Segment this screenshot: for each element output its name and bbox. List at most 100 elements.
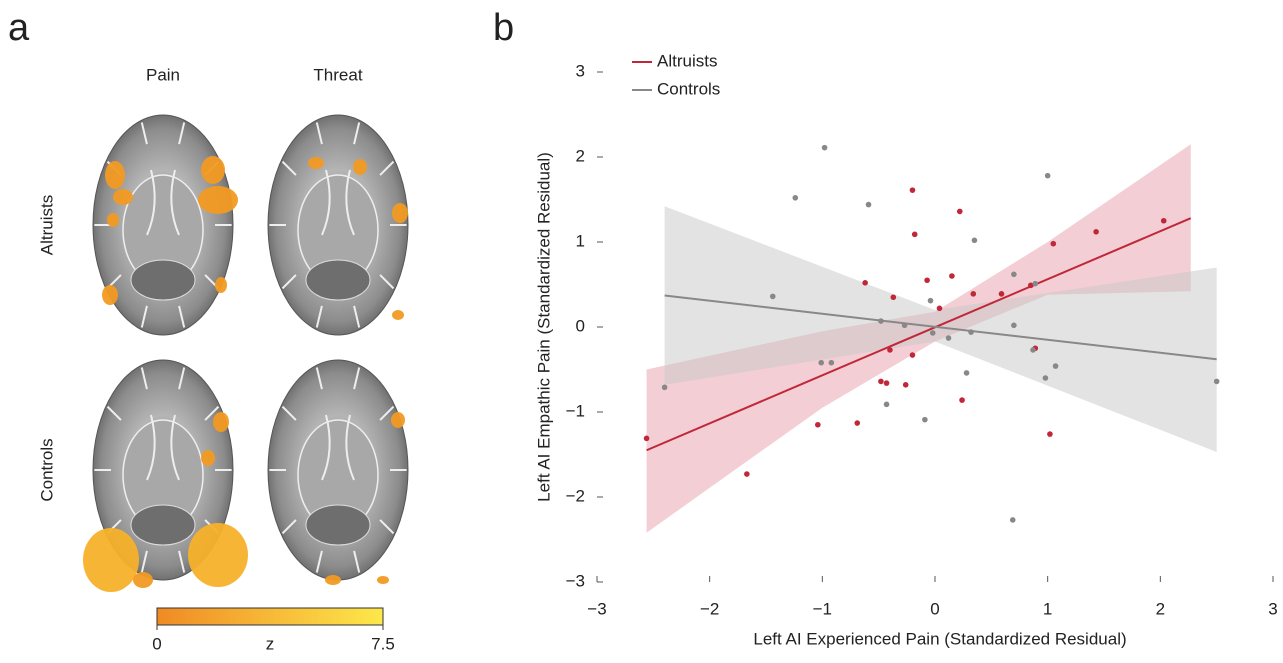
- x-axis-label: Left AI Experienced Pain (Standardized R…: [753, 629, 1126, 648]
- colorbar: [157, 608, 383, 625]
- activation-blob: [83, 528, 139, 592]
- activation-blob: [188, 523, 248, 587]
- data-point: [887, 347, 893, 353]
- data-point: [930, 330, 936, 336]
- data-point: [1043, 375, 1049, 381]
- data-point: [884, 380, 890, 386]
- data-point: [968, 329, 974, 335]
- activation-blob: [201, 450, 215, 466]
- brain-images: [83, 115, 408, 592]
- data-point: [662, 385, 668, 391]
- data-point: [999, 291, 1005, 297]
- data-point: [957, 209, 963, 215]
- y-axis-label: Left AI Empathic Pain (Standardized Resi…: [534, 152, 553, 502]
- row-label: Controls: [37, 438, 56, 501]
- activation-blob: [213, 412, 229, 432]
- data-point: [964, 370, 970, 376]
- data-point: [946, 335, 952, 341]
- data-point: [792, 195, 798, 201]
- y-tick-label: 1: [576, 231, 585, 250]
- activation-blob: [391, 412, 405, 428]
- row-label: Altruists: [37, 195, 56, 255]
- data-point: [644, 436, 650, 442]
- activation-blob: [353, 159, 367, 175]
- data-point: [1053, 363, 1059, 369]
- data-point: [971, 291, 977, 297]
- colorbar-label: z: [266, 634, 275, 653]
- brain-cerebellum: [306, 260, 370, 300]
- column-label: Pain: [146, 65, 180, 84]
- activation-blob: [308, 157, 324, 169]
- data-point: [912, 232, 918, 238]
- x-tick-label: 0: [930, 599, 939, 618]
- data-point: [854, 420, 860, 426]
- y-tick-label: 2: [576, 146, 585, 165]
- data-point: [910, 352, 916, 358]
- figure: a b Pain Threat Altruists Controls Left …: [0, 0, 1283, 658]
- data-point: [818, 360, 824, 366]
- y-tick-label: −3: [566, 571, 585, 590]
- colorbar-tick-label: 0: [152, 634, 161, 653]
- data-point: [922, 417, 928, 423]
- x-tick-label: 2: [1156, 599, 1165, 618]
- data-point: [884, 402, 890, 408]
- data-point: [862, 280, 868, 286]
- x-tick-label: −1: [813, 599, 832, 618]
- data-point: [949, 273, 955, 279]
- activation-blob: [105, 161, 125, 189]
- y-tick-label: 3: [576, 61, 585, 80]
- data-point: [1214, 379, 1220, 385]
- column-label: Threat: [313, 65, 362, 84]
- activation-blob: [107, 213, 119, 227]
- data-point: [744, 471, 750, 477]
- activation-blob: [113, 189, 133, 205]
- data-point: [959, 397, 965, 403]
- activation-blob: [215, 277, 227, 293]
- data-point: [1093, 229, 1099, 235]
- data-point: [902, 323, 908, 329]
- x-tick-label: −2: [700, 599, 719, 618]
- brain-cerebellum: [306, 505, 370, 545]
- data-point: [891, 294, 897, 300]
- data-point: [815, 422, 821, 428]
- y-tick-label: −1: [566, 401, 585, 420]
- activation-blob: [325, 575, 341, 585]
- activation-blob: [102, 285, 118, 305]
- activation-blob: [201, 156, 225, 184]
- data-point: [1030, 347, 1036, 353]
- y-tick-label: −2: [566, 486, 585, 505]
- data-point: [928, 298, 934, 304]
- data-point: [924, 277, 930, 283]
- data-point: [910, 187, 916, 193]
- activation-blob: [392, 203, 408, 223]
- activation-blob: [133, 572, 153, 588]
- activation-blob: [198, 186, 238, 214]
- brain-cerebellum: [131, 260, 195, 300]
- data-point: [1011, 323, 1017, 329]
- data-point: [878, 379, 884, 385]
- y-tick-label: 0: [576, 316, 585, 335]
- x-tick-label: 1: [1043, 599, 1052, 618]
- data-point: [878, 318, 884, 324]
- data-point: [829, 360, 835, 366]
- data-point: [1161, 218, 1167, 224]
- data-point: [866, 202, 872, 208]
- data-point: [903, 382, 909, 388]
- data-point: [1051, 241, 1057, 247]
- x-tick-label: 3: [1268, 599, 1277, 618]
- legend-label: Altruists: [657, 51, 717, 70]
- data-point: [937, 306, 943, 312]
- brain-cerebellum: [131, 505, 195, 545]
- colorbar-tick-label: 7.5: [371, 634, 395, 653]
- data-point: [1011, 272, 1017, 278]
- data-point: [1047, 431, 1053, 437]
- activation-blob: [377, 576, 389, 584]
- legend-label: Controls: [657, 79, 720, 98]
- activation-blob: [392, 310, 404, 320]
- data-point: [1032, 281, 1038, 287]
- panel-label: b: [493, 7, 514, 49]
- x-tick-label: −3: [587, 599, 606, 618]
- data-point: [972, 238, 978, 244]
- data-point: [1045, 173, 1051, 179]
- data-point: [1010, 517, 1016, 523]
